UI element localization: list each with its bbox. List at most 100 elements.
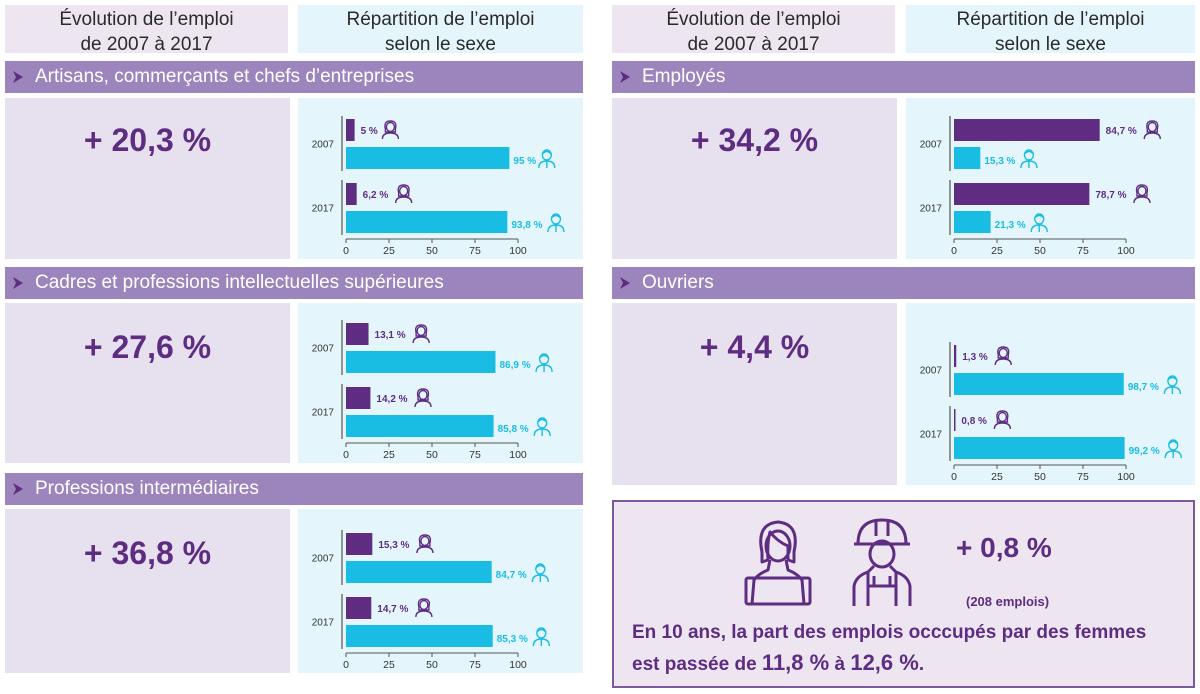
men-bar (954, 147, 981, 169)
women-data-label: 1,3 % (962, 352, 988, 363)
evolution-panel-ouvriers: + 4,4 % (612, 303, 897, 485)
year-label: 2007 (312, 140, 335, 151)
section-title: Professions intermédiaires (35, 478, 259, 499)
evolution-value: + 4,4 % (699, 329, 810, 365)
men-bar (346, 211, 508, 233)
distribution-panel-artisans: 2007 5 % 95 % 2017 6,2 % 93,8 % 0 25 50 75 100 (298, 98, 583, 259)
men-data-label: 15,3 % (984, 156, 1015, 167)
evolution-panel-intermediaires: + 36,8 % (5, 509, 290, 673)
women-bar (954, 119, 1100, 141)
evolution-value: + 36,8 % (83, 535, 212, 571)
summary-jobs: (208 emplois) (966, 594, 1050, 609)
man-icon (533, 417, 551, 437)
x-tick-label: 25 (383, 245, 395, 257)
gender-bar-chart: 2007 1,3 % 98,7 % 2017 0,8 % 99,2 % 0 25 50 75 100 (920, 342, 1182, 483)
x-tick-label: 75 (469, 659, 481, 671)
year-label: 2017 (312, 618, 335, 629)
header-evolution-line2: de 2007 à 2017 (687, 34, 820, 55)
man-icon (532, 627, 551, 647)
women-bar (346, 119, 355, 141)
woman-icon (1143, 120, 1161, 140)
x-tick-label: 75 (1077, 245, 1089, 257)
women-bar (346, 597, 372, 619)
header-distribution-line2: selon le sexe (385, 34, 496, 55)
women-bar (954, 409, 956, 431)
chevron-right-icon (620, 71, 630, 83)
chevron-right-icon (620, 277, 630, 289)
women-data-label: 6,2 % (363, 190, 389, 201)
section-title: Artisans, commerçants et chefs d’entrepr… (35, 66, 415, 87)
worker-helmet-icon (852, 518, 912, 606)
section-title: Cadres et professions intellectuelles su… (35, 272, 444, 293)
x-tick-label: 100 (509, 449, 527, 461)
section-banner-employes: Employés (612, 61, 1195, 93)
header-evolution-left: Évolution de l’emploi de 2007 à 2017 (5, 5, 288, 55)
summary-line1: En 10 ans, la part des emplois occcupés … (632, 622, 1147, 643)
header-evolution-line1: Évolution de l’emploi (59, 9, 234, 30)
x-tick-label: 75 (1077, 471, 1089, 483)
year-label: 2007 (312, 344, 335, 355)
men-data-label: 93,8 % (511, 220, 542, 231)
x-tick-label: 100 (1117, 471, 1135, 483)
woman-icon (416, 534, 434, 554)
women-bar (346, 533, 373, 555)
woman-laptop-icon (744, 520, 812, 606)
woman-icon (1133, 184, 1151, 204)
men-data-label: 98,7 % (1128, 382, 1159, 393)
man-icon (547, 213, 565, 233)
summary-box: + 0,8 % (208 emplois) En 10 ans, la part… (612, 500, 1195, 688)
men-bar (346, 415, 494, 437)
distribution-panel-employes: 2007 84,7 % 15,3 % 2017 78,7 % 21,3 % 0 25 50 75 1… (906, 98, 1195, 259)
x-tick-label: 50 (426, 659, 438, 671)
woman-icon (414, 388, 432, 408)
header-evolution-line2: de 2007 à 2017 (80, 34, 213, 55)
women-bar (954, 345, 957, 367)
men-data-label: 85,3 % (497, 634, 528, 645)
men-bar (346, 625, 493, 647)
gender-bar-chart: 2007 15,3 % 84,7 % 2017 14,7 % 85,3 % 0 25 50 75 1… (312, 530, 551, 671)
women-data-label: 15,3 % (378, 540, 409, 551)
x-tick-label: 0 (343, 449, 349, 461)
distribution-panel-intermediaires: 2007 15,3 % 84,7 % 2017 14,7 % 85,3 % 0 25 50 75 1… (298, 509, 583, 673)
x-tick-label: 50 (1034, 245, 1046, 257)
summary-middle: à (829, 654, 851, 675)
summary-text: En 10 ans, la part des emplois occcupés … (632, 618, 1187, 680)
summary-change: + 0,8 % (956, 532, 1052, 563)
distribution-panel-cadres: 2007 13,1 % 86,9 % 2017 14,2 % 85,8 % 0 25 50 75 1… (298, 303, 583, 463)
gender-bar-chart: 2007 5 % 95 % 2017 6,2 % 93,8 % 0 25 50 75 100 (312, 116, 565, 257)
year-label: 2017 (312, 204, 335, 215)
man-icon (531, 563, 549, 583)
header-distribution-line1: Répartition de l’emploi (346, 9, 535, 30)
year-label: 2017 (312, 408, 335, 419)
x-tick-label: 100 (1117, 245, 1135, 257)
x-tick-label: 50 (1034, 471, 1046, 483)
men-data-label: 21,3 % (995, 220, 1026, 231)
man-icon (1163, 375, 1182, 395)
women-bar (954, 183, 1090, 205)
header-evolution-line1: Évolution de l’emploi (666, 9, 841, 30)
men-data-label: 86,9 % (499, 360, 530, 371)
evolution-value: + 27,6 % (83, 329, 212, 365)
men-data-label: 95 % (513, 156, 536, 167)
gender-bar-chart: 2007 84,7 % 15,3 % 2017 78,7 % 21,3 % 0 25 50 75 1… (920, 116, 1161, 257)
section-banner-ouvriers: Ouvriers (612, 267, 1195, 299)
section-banner-intermediaires: Professions intermédiaires (5, 473, 583, 505)
evolution-panel-artisans: + 20,3 % (5, 98, 290, 259)
man-icon (1030, 213, 1048, 233)
summary-from: 11,8 % (761, 650, 830, 675)
women-bar (346, 323, 369, 345)
header-distribution-right: Répartition de l’emploi selon le sexe (906, 5, 1195, 55)
evolution-panel-cadres: + 27,6 % (5, 303, 290, 463)
summary-prefix: est passée de (632, 654, 762, 675)
chevron-right-icon (13, 483, 23, 495)
woman-icon (994, 346, 1012, 366)
men-bar (346, 561, 492, 583)
section-title: Ouvriers (642, 272, 714, 293)
header-distribution-line2: selon le sexe (995, 34, 1106, 55)
header-distribution-left: Répartition de l’emploi selon le sexe (298, 5, 583, 55)
women-data-label: 14,7 % (377, 604, 408, 615)
summary-to: 12,6 % (850, 650, 919, 675)
x-tick-label: 25 (991, 245, 1003, 257)
man-icon (535, 353, 553, 373)
summary-line2: est passée de 11,8 % à 12,6 %. (632, 648, 1187, 680)
